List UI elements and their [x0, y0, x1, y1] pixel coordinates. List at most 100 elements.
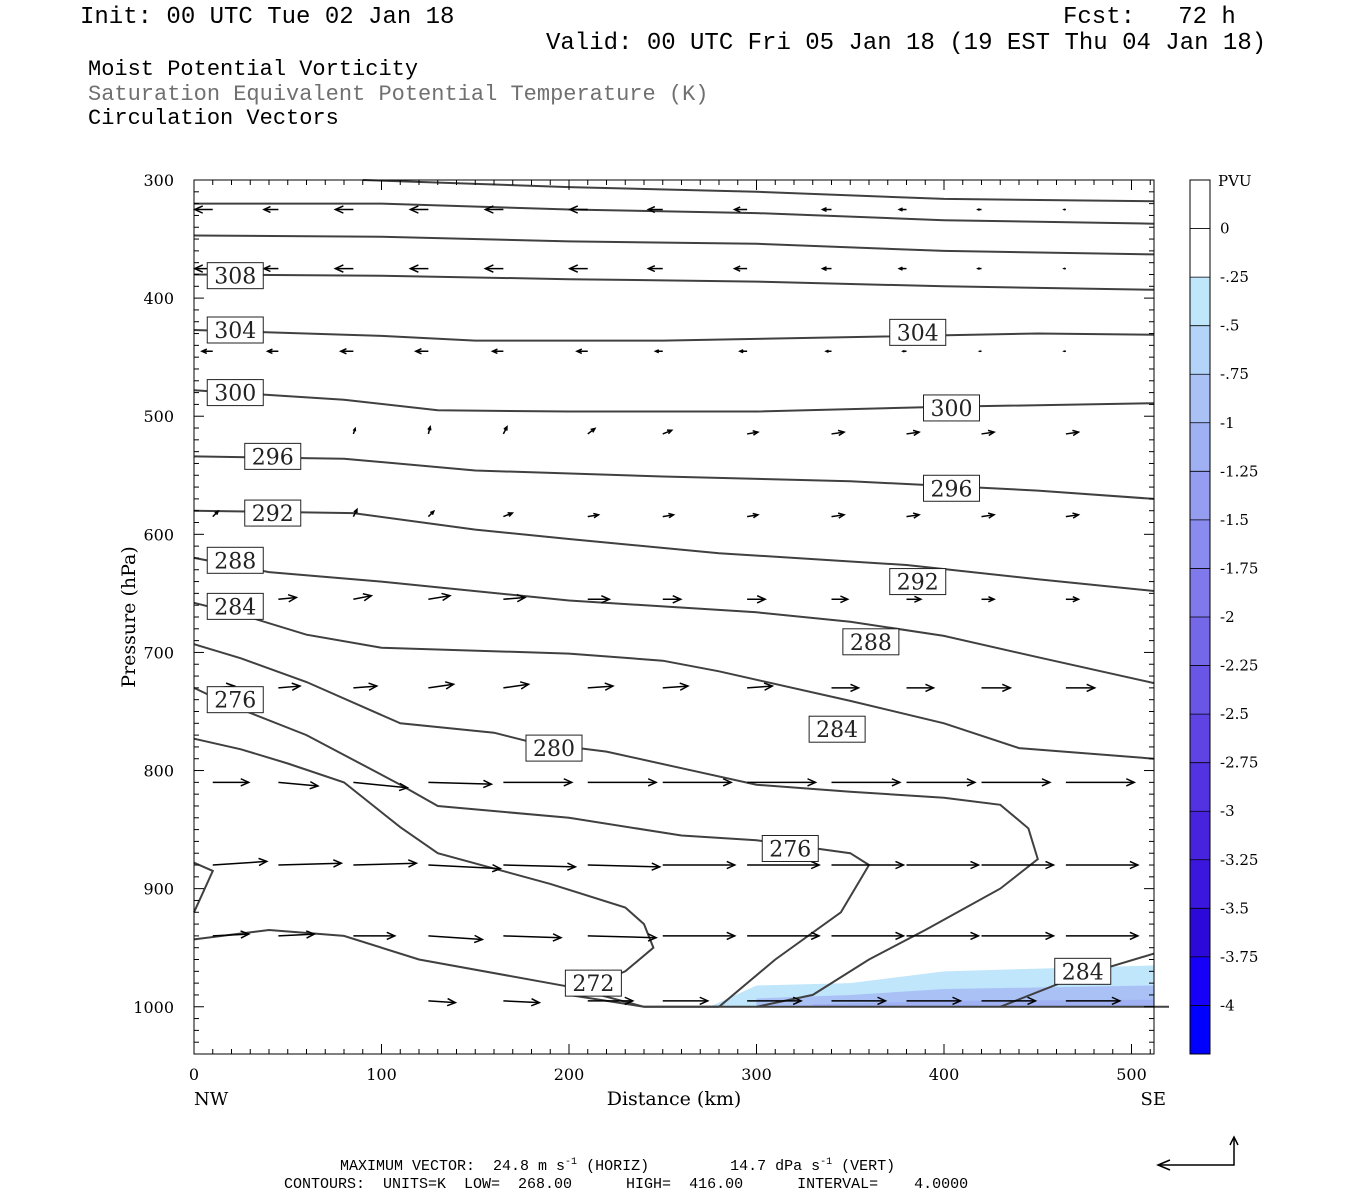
contour-label-text: 276: [769, 837, 811, 862]
circulation-vectors: [192, 205, 1140, 1007]
circulation-vector: [587, 427, 597, 435]
x-tick-label: 300: [741, 1065, 772, 1084]
circulation-vector: [976, 267, 982, 270]
thetae-contour-3: [193, 273, 1155, 291]
axis-ticks: 300 400 500 600 700 800 900 1000 0 100 200 300 400 50…: [133, 171, 1154, 1084]
colorbar-label: -4: [1220, 996, 1235, 1014]
circulation-vector: [732, 206, 748, 213]
circulation-vector: [653, 349, 663, 354]
circulation-vector: [906, 512, 921, 519]
y-tick-label: 300: [143, 171, 174, 190]
circulation-vector: [408, 205, 429, 214]
circulation-vector: [981, 860, 1056, 870]
colorbar-label: -.75: [1220, 365, 1249, 383]
contour-label: 276: [761, 834, 819, 862]
circulation-vector: [212, 509, 220, 518]
thetae-contour-5: [193, 389, 1155, 413]
contour-info-text: CONTOURS: UNITS=K LOW= 268.00 HIGH= 416.…: [284, 1176, 969, 1193]
contour-label-text: 284: [816, 718, 858, 743]
x-tick-label: 0: [189, 1065, 199, 1084]
contour-label-text: 304: [897, 321, 939, 346]
contour-label-text: 300: [214, 382, 256, 407]
circulation-vector: [747, 778, 818, 787]
circulation-vector: [662, 512, 676, 519]
circulation-vector: [824, 349, 832, 354]
colorbar-swatch: [1190, 859, 1210, 909]
colorbar-label: -1: [1220, 414, 1235, 432]
colorbar-label: -1.5: [1220, 511, 1249, 529]
circulation-vector: [747, 931, 821, 941]
thetae-contour-2: [193, 234, 1155, 256]
colorbar-label: -2.25: [1220, 657, 1258, 675]
y-tick-label: 900: [143, 880, 174, 899]
circulation-vector: [278, 682, 302, 691]
circulation-vector: [981, 778, 1052, 787]
circulation-vector: [278, 859, 344, 868]
colorbar-label: -2: [1220, 608, 1235, 626]
circulation-vector: [1065, 778, 1137, 787]
thetae-contours: [193, 179, 1169, 1008]
circulation-vector: [265, 348, 279, 355]
circulation-vector: [831, 595, 850, 604]
circulation-vector: [820, 266, 832, 272]
thetae-contour-12: [193, 737, 1169, 1008]
circulation-vector: [981, 512, 996, 519]
colorbar-swatch: [1190, 471, 1210, 521]
circulation-vector: [333, 205, 354, 214]
circulation-vector: [662, 996, 710, 1006]
circulation-vector: [353, 931, 397, 941]
contour-label: 288: [206, 546, 264, 574]
contour-label: 292: [889, 568, 947, 596]
title-thetae: Saturation Equivalent Potential Temperat…: [88, 82, 709, 107]
x-tick-label: 500: [1116, 1065, 1147, 1084]
circulation-vector: [587, 778, 658, 787]
title-vectors: Circulation Vectors: [88, 106, 339, 131]
circulation-vector: [333, 264, 354, 273]
circulation-vector: [976, 208, 982, 211]
colorbar-swatch: [1190, 422, 1210, 472]
circulation-vector: [897, 207, 907, 212]
circulation-vector: [747, 860, 821, 870]
y-tick-label: 600: [143, 525, 174, 544]
circulation-vector: [353, 592, 374, 602]
contour-label: 296: [923, 474, 980, 502]
colorbar-swatch: [1190, 908, 1210, 958]
circulation-vector: [587, 996, 635, 1006]
circulation-vector: [483, 264, 504, 273]
circulation-vector: [503, 681, 531, 690]
circulation-vector: [906, 931, 981, 941]
x-tick-label: 100: [366, 1065, 397, 1084]
circulation-vector: [732, 265, 748, 272]
circulation-vector: [1065, 596, 1081, 603]
contour-label: 304: [206, 316, 264, 344]
circulation-vector: [567, 205, 588, 214]
thetae-contour-13: [193, 861, 215, 913]
circulation-vector: [483, 205, 504, 214]
colorbar-swatch: [1190, 811, 1210, 861]
colorbar-swatch: [1190, 714, 1210, 764]
circulation-vector: [662, 682, 690, 691]
colorbar-swatch: [1190, 325, 1210, 375]
circulation-vector: [1065, 683, 1097, 693]
circulation-vector: [646, 205, 663, 214]
contour-label-text: 284: [214, 595, 256, 620]
circulation-vector: [278, 593, 299, 603]
colorbar-label: 0: [1220, 220, 1230, 238]
thetae-contour-1: [362, 179, 1155, 203]
y-axis-title: Pressure (hPa): [118, 546, 140, 688]
circulation-vector: [906, 683, 936, 693]
y-tick-label: 1000: [133, 998, 174, 1017]
contour-label: 284: [206, 592, 264, 620]
circulation-vector: [200, 348, 213, 355]
circulation-vector: [408, 264, 429, 273]
colorbar-swatch: [1190, 519, 1210, 569]
circulation-vector: [428, 863, 503, 873]
pvu-colorbar: PVU 0 -.25 -.5 -.75 -1 -1.25 -1.5 -1.75 -2 -2.25 -…: [1189, 172, 1258, 1055]
x-end-label-nw: NW: [194, 1089, 229, 1110]
forecast-hour: Fcst: 72 h: [1063, 4, 1236, 31]
circulation-vector: [192, 205, 213, 214]
circulation-vector: [262, 264, 279, 273]
circulation-vector: [906, 595, 923, 603]
thetae-contour-11: [193, 686, 871, 1008]
